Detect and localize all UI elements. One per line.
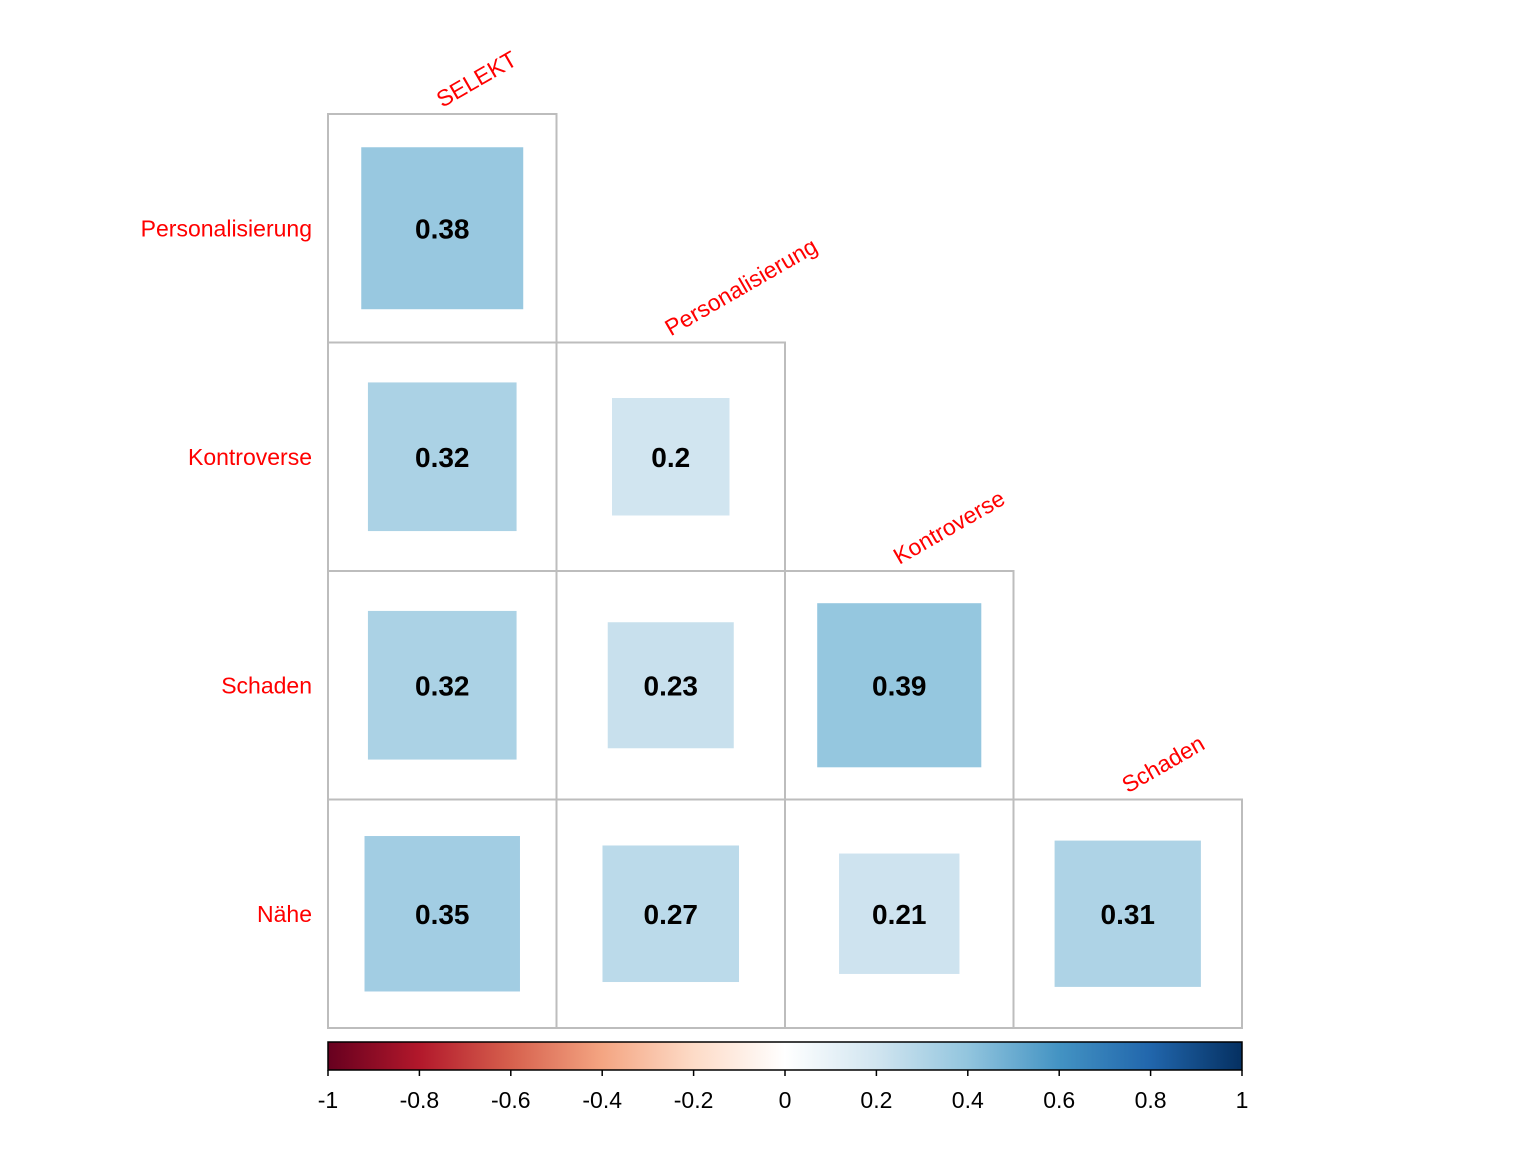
correlation-square: [839, 853, 960, 974]
correlation-square: [361, 147, 524, 310]
column-label-kontroverse: Kontroverse: [889, 485, 1009, 570]
correlation-value-label: 0.39: [872, 670, 927, 701]
row-label-schaden: Schaden: [221, 672, 312, 698]
correlation-square: [611, 397, 730, 516]
cell-nahe-schaden: 0.31: [1012, 798, 1243, 1029]
colorbar-tick-label: 1: [1236, 1087, 1249, 1113]
colorbar-tick-label: -1: [318, 1087, 338, 1113]
colorbar-tick-label: 0.6: [1043, 1087, 1075, 1113]
cell-nahe-personalisierung: 0.27: [555, 798, 786, 1029]
correlation-value-label: 0.2: [651, 442, 690, 473]
colorbar-gradient: [327, 1041, 1243, 1071]
colorbar-tick-label: 0: [779, 1087, 792, 1113]
correlation-value-label: 0.32: [415, 670, 470, 701]
cell-nahe-kontroverse: 0.21: [784, 798, 1015, 1029]
correlation-value-label: 0.23: [644, 670, 699, 701]
colorbar-tick-label: 0.2: [860, 1087, 892, 1113]
column-label-personalisierung: Personalisierung: [660, 233, 821, 341]
cell-kontroverse-personalisierung: 0.2: [555, 341, 786, 572]
correlation-square: [364, 836, 520, 992]
column-label-selekt: SELEKT: [432, 46, 521, 113]
correlation-value-label: 0.27: [644, 899, 699, 930]
row-label-personalisierung: Personalisierung: [141, 215, 312, 241]
column-label-schaden: Schaden: [1117, 730, 1209, 798]
colorbar: -1 -0.8 -0.6 -0.4 -0.2 0 0.2 0.4 0.6 0.8 1: [318, 1041, 1249, 1113]
correlation-value-label: 0.32: [415, 442, 470, 473]
colorbar-tick-label: 0.4: [952, 1087, 984, 1113]
colorbar-tick-label: 0.8: [1135, 1087, 1167, 1113]
correlation-cells: 0.38 0.32 0.2 0.32 0.23 0.39 0.35 0.27 0.21 0.31: [327, 113, 1243, 1029]
colorbar-tick-label: -0.6: [491, 1087, 531, 1113]
cell-nahe-selekt: 0.35: [327, 798, 558, 1029]
cell-kontroverse-selekt: 0.32: [327, 341, 558, 572]
row-labels: Personalisierung Kontroverse Schaden Nähe: [141, 215, 312, 927]
cell-schaden-personalisierung: 0.23: [555, 570, 786, 801]
correlation-square: [602, 845, 740, 983]
cell-schaden-selekt: 0.32: [327, 570, 558, 801]
row-label-kontroverse: Kontroverse: [188, 444, 312, 470]
correlation-square: [607, 622, 734, 749]
cell-border: [1012, 798, 1243, 1029]
correlation-value-label: 0.21: [872, 899, 927, 930]
correlation-square: [367, 382, 517, 532]
correlation-square: [817, 603, 982, 768]
correlation-square: [1054, 840, 1201, 987]
colorbar-tick-label: -0.8: [400, 1087, 440, 1113]
colorbar-tick-label: -0.4: [582, 1087, 622, 1113]
correlation-value-label: 0.35: [415, 899, 470, 930]
correlation-value-label: 0.38: [415, 213, 470, 244]
row-label-nahe: Nähe: [257, 901, 312, 927]
correlation-square: [367, 610, 517, 760]
correlation-value-label: 0.31: [1101, 899, 1156, 930]
cell-schaden-kontroverse: 0.39: [784, 570, 1015, 801]
colorbar-tick-label: -0.2: [674, 1087, 714, 1113]
cell-personalisierung-selekt: 0.38: [327, 113, 558, 344]
